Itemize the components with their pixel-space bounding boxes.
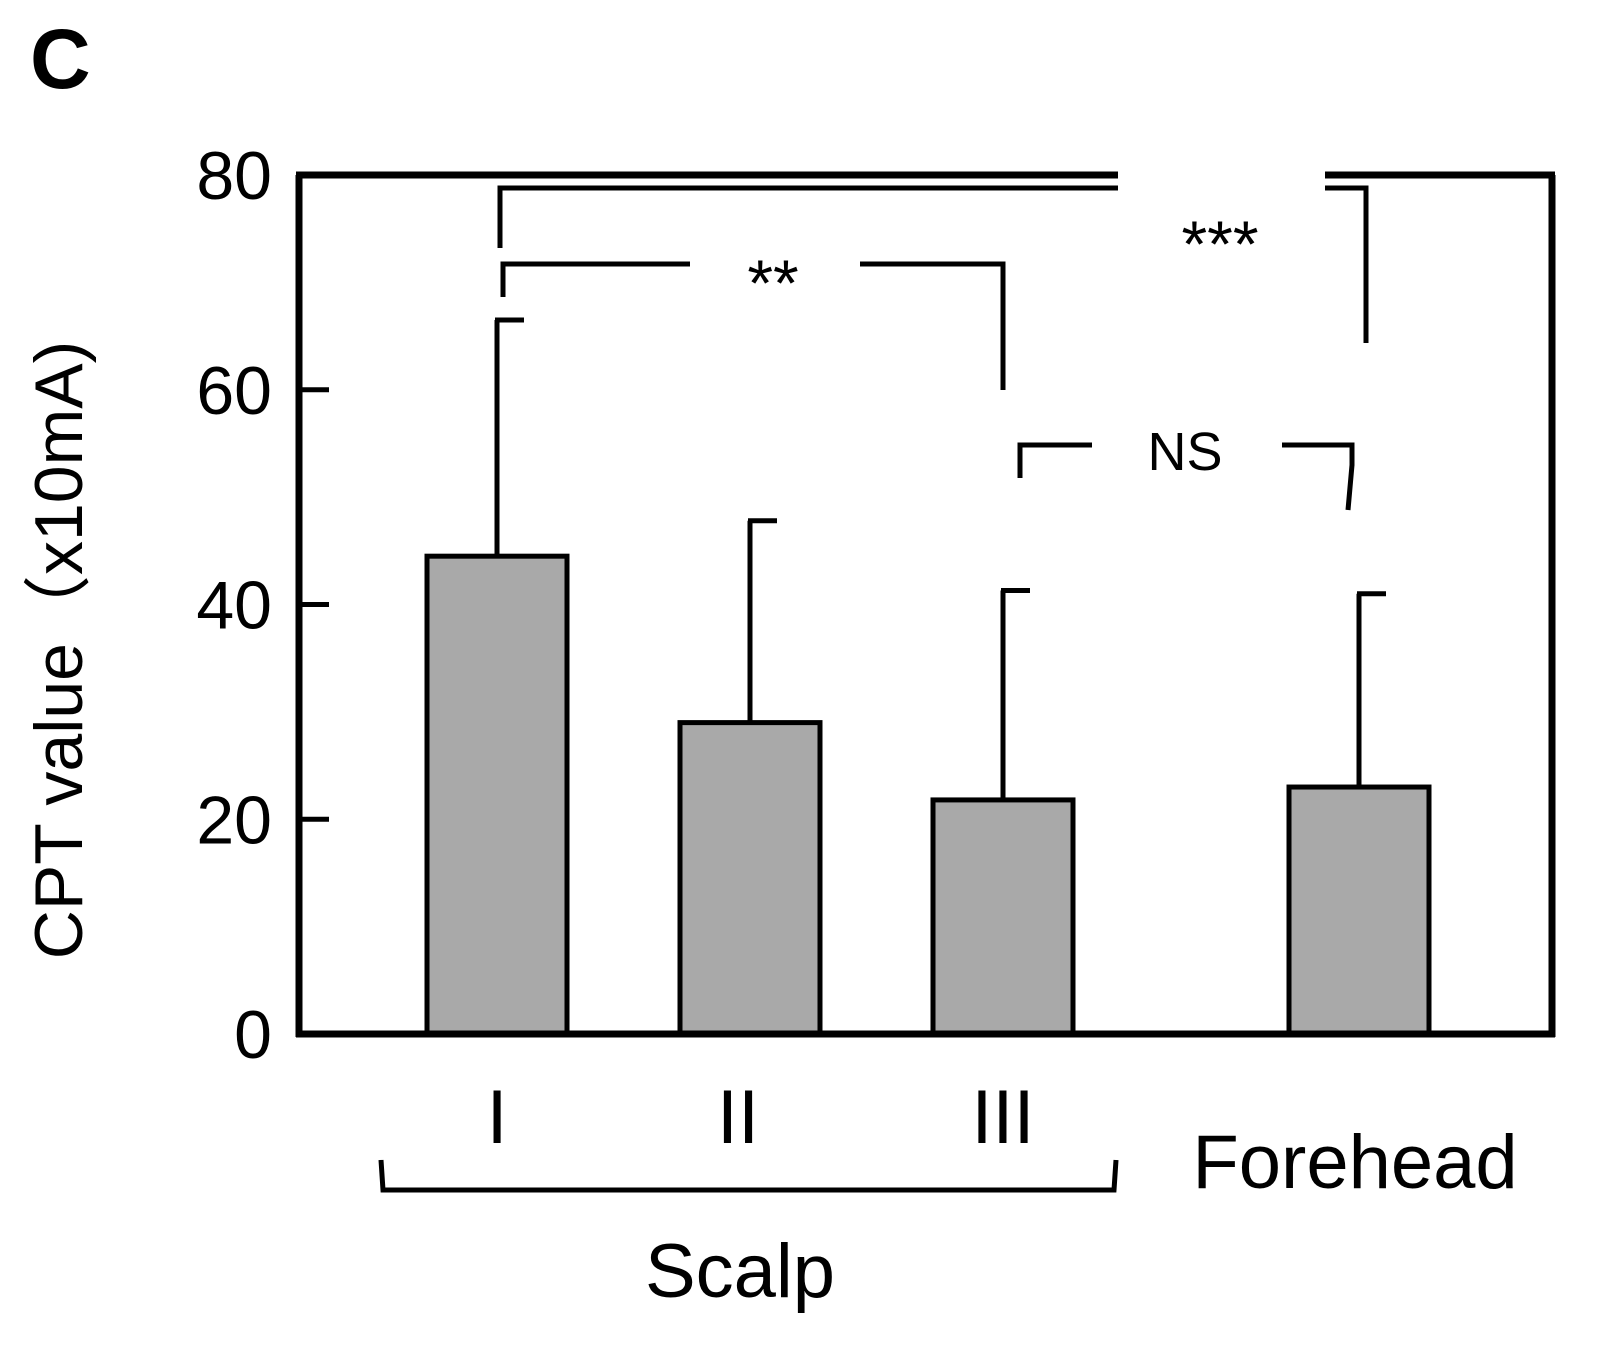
sig-label-i-iii: ** bbox=[747, 246, 798, 320]
bar-forehead bbox=[1286, 784, 1432, 1037]
bracket-i-iii-right bbox=[860, 261, 1006, 390]
x-category-label-ii: II bbox=[717, 1075, 759, 1160]
scalp-group-label: Scalp bbox=[645, 1229, 835, 1314]
y-axis-title: CPT value（x10mA) bbox=[21, 341, 97, 960]
y-tick-label: 60 bbox=[196, 353, 272, 429]
x-category-label-forehead: Forehead bbox=[1192, 1120, 1517, 1205]
bar-ii bbox=[677, 720, 823, 1037]
x-category-label-i: I bbox=[486, 1075, 507, 1160]
bars bbox=[424, 553, 1432, 1037]
sig-label-i-forehead: *** bbox=[1181, 207, 1258, 281]
bracket-iii-forehead-left bbox=[1017, 442, 1092, 478]
bracket-i-forehead-right bbox=[1325, 185, 1369, 343]
error-bars bbox=[494, 317, 1386, 800]
sig-label-iii-forehead: NS bbox=[1147, 422, 1222, 482]
bar-i bbox=[424, 553, 570, 1037]
plot-frame bbox=[295, 171, 1556, 1038]
y-tick-label: 0 bbox=[234, 997, 272, 1073]
bracket-iii-forehead-right bbox=[1282, 442, 1355, 511]
y-tick-label: 80 bbox=[196, 138, 272, 214]
y-tick-label: 40 bbox=[196, 568, 272, 644]
scalp-group-bracket bbox=[378, 1159, 1119, 1193]
significance-brackets bbox=[497, 185, 1369, 511]
y-axis-label: CPT value（x10mA) bbox=[21, 341, 97, 960]
y-axis-ticks: 0 20 40 60 80 bbox=[196, 138, 329, 1073]
bracket-i-forehead-left bbox=[497, 185, 1118, 248]
bracket-i-iii-left bbox=[500, 261, 690, 297]
y-tick-label: 20 bbox=[196, 782, 272, 858]
x-category-label-iii: III bbox=[971, 1075, 1034, 1160]
panel-label: C bbox=[30, 12, 91, 106]
bar-iii bbox=[930, 797, 1076, 1037]
